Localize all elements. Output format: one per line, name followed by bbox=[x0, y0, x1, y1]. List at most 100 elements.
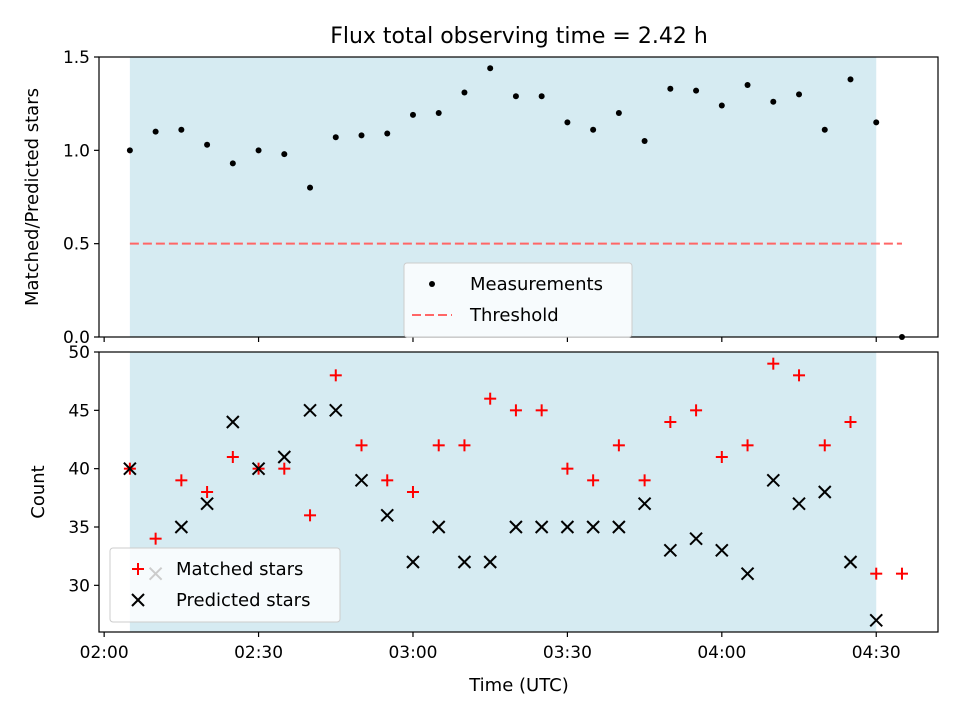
measurements-point bbox=[615, 110, 622, 116]
measurements-point bbox=[487, 65, 494, 72]
legend-label: Matched stars bbox=[176, 559, 303, 580]
predicted-stars-point bbox=[174, 520, 189, 534]
legend-matched-stars-swatch bbox=[132, 563, 144, 575]
predicted-stars-point bbox=[663, 543, 678, 558]
legend-box bbox=[403, 262, 633, 338]
axes-frame bbox=[98, 351, 939, 633]
predicted-stars-point bbox=[303, 403, 317, 418]
measurements-point bbox=[332, 134, 339, 141]
predicted-stars-point bbox=[277, 450, 292, 464]
predicted-stars-point bbox=[226, 415, 240, 429]
predicted-stars-point bbox=[818, 485, 832, 499]
predicted-stars-point bbox=[483, 555, 497, 569]
x-axis-label: Time (UTC) bbox=[468, 675, 569, 696]
y-tick-label: 35 bbox=[68, 518, 90, 538]
matched-stars-point bbox=[406, 486, 419, 498]
measurements-point bbox=[590, 126, 597, 133]
panel-counts: 30 35 40 45 50 Count 02:00 02:30 03:00 03:30 04:00… bbox=[28, 343, 939, 663]
predicted-stars-point bbox=[251, 461, 266, 476]
matched-stars-point bbox=[793, 369, 806, 382]
predicted-stars-point bbox=[123, 461, 137, 476]
measurements-point bbox=[307, 184, 314, 191]
matched-stars-point bbox=[329, 369, 342, 382]
x-tick-label: 03:00 bbox=[388, 643, 437, 663]
x-tick-label: 02:00 bbox=[80, 643, 129, 663]
y-tick-label: 40 bbox=[68, 460, 90, 480]
predicted-stars-point bbox=[689, 531, 703, 546]
legend-label: Threshold bbox=[469, 305, 559, 326]
matched-stars-point bbox=[535, 404, 548, 417]
x-tick-label: 04:30 bbox=[852, 643, 901, 663]
measurements-point bbox=[847, 76, 854, 83]
measurements-point bbox=[204, 141, 211, 148]
x-tick-label: 04:00 bbox=[697, 643, 746, 663]
predicted-stars-point bbox=[534, 520, 549, 534]
measurements-point bbox=[821, 126, 828, 133]
measurements-point bbox=[281, 151, 288, 158]
legend-box bbox=[109, 547, 341, 623]
x-tick-label: 03:30 bbox=[543, 643, 592, 663]
matched-stars-point bbox=[484, 392, 497, 405]
legend: Measurements Threshold bbox=[403, 262, 633, 338]
measurements-point bbox=[152, 128, 159, 135]
matched-stars-point bbox=[818, 439, 831, 452]
measurements-point bbox=[693, 87, 700, 94]
measurements-point bbox=[873, 119, 880, 126]
legend-measurements-swatch bbox=[429, 281, 435, 287]
measurements-point bbox=[512, 93, 519, 100]
measurements-point bbox=[384, 130, 391, 137]
matched-stars-point bbox=[175, 474, 188, 487]
legend-label: Measurements bbox=[470, 274, 603, 295]
matched-stars-point bbox=[638, 474, 651, 487]
measurements-point bbox=[770, 98, 777, 105]
predicted-stars-point bbox=[792, 496, 806, 511]
matched-stars-point bbox=[509, 404, 522, 417]
y-tick-label: 45 bbox=[68, 401, 90, 421]
y-tick-label: 1.5 bbox=[63, 48, 90, 68]
matched-stars-point bbox=[381, 474, 394, 487]
matched-stars-point bbox=[304, 509, 317, 522]
y-tick-label: 0.0 bbox=[63, 328, 90, 348]
predicted-stars-point bbox=[586, 520, 600, 534]
matched-stars-point bbox=[844, 416, 857, 428]
matched-stars-point bbox=[587, 474, 600, 487]
measurements-point bbox=[538, 93, 545, 100]
legend: Matched stars Predicted stars bbox=[109, 547, 341, 623]
predicted-stars-point bbox=[869, 613, 883, 628]
panel-ratio: 0.0 0.5 1.0 1.5 Matched/Predicted stars Measu… bbox=[22, 48, 939, 348]
y-tick-label: 50 bbox=[68, 343, 90, 363]
measurements-point bbox=[744, 82, 751, 88]
matched-stars-point bbox=[458, 439, 471, 452]
matched-stars-point bbox=[690, 404, 703, 417]
legend-predicted-stars-swatch bbox=[131, 593, 145, 607]
matched-stars-point bbox=[432, 439, 445, 452]
measurements-point bbox=[358, 132, 365, 139]
measurements-point bbox=[718, 102, 725, 109]
predicted-stars-point bbox=[740, 566, 755, 581]
predicted-stars-point bbox=[843, 555, 858, 569]
y-axis-label: Count bbox=[28, 465, 49, 518]
y-tick-label: 30 bbox=[68, 576, 90, 596]
matched-stars-point bbox=[355, 439, 368, 452]
predicted-stars-point bbox=[457, 555, 472, 569]
matched-stars-point bbox=[561, 462, 574, 475]
predicted-stars-point bbox=[406, 555, 420, 569]
matched-stars-point bbox=[664, 416, 677, 428]
y-axis-label: Matched/Predicted stars bbox=[22, 88, 43, 306]
matched-stars-point bbox=[895, 567, 908, 580]
matched-stars-point bbox=[715, 451, 728, 463]
predicted-stars-point bbox=[329, 403, 343, 418]
y-tick-label: 0.5 bbox=[63, 235, 90, 255]
matched-stars-point bbox=[149, 532, 162, 545]
chart-title: Flux total observing time = 2.42 h bbox=[330, 24, 708, 49]
measurements-point bbox=[435, 110, 442, 116]
matched-stars-point bbox=[278, 462, 291, 475]
y-tick-label: 1.0 bbox=[63, 141, 90, 161]
predicted-stars-point bbox=[354, 473, 369, 488]
measurements-point bbox=[178, 126, 185, 133]
measurements-point bbox=[641, 138, 648, 144]
measurements-point bbox=[126, 147, 133, 154]
predicted-stars-point bbox=[637, 496, 652, 511]
measurements-point bbox=[409, 111, 416, 118]
